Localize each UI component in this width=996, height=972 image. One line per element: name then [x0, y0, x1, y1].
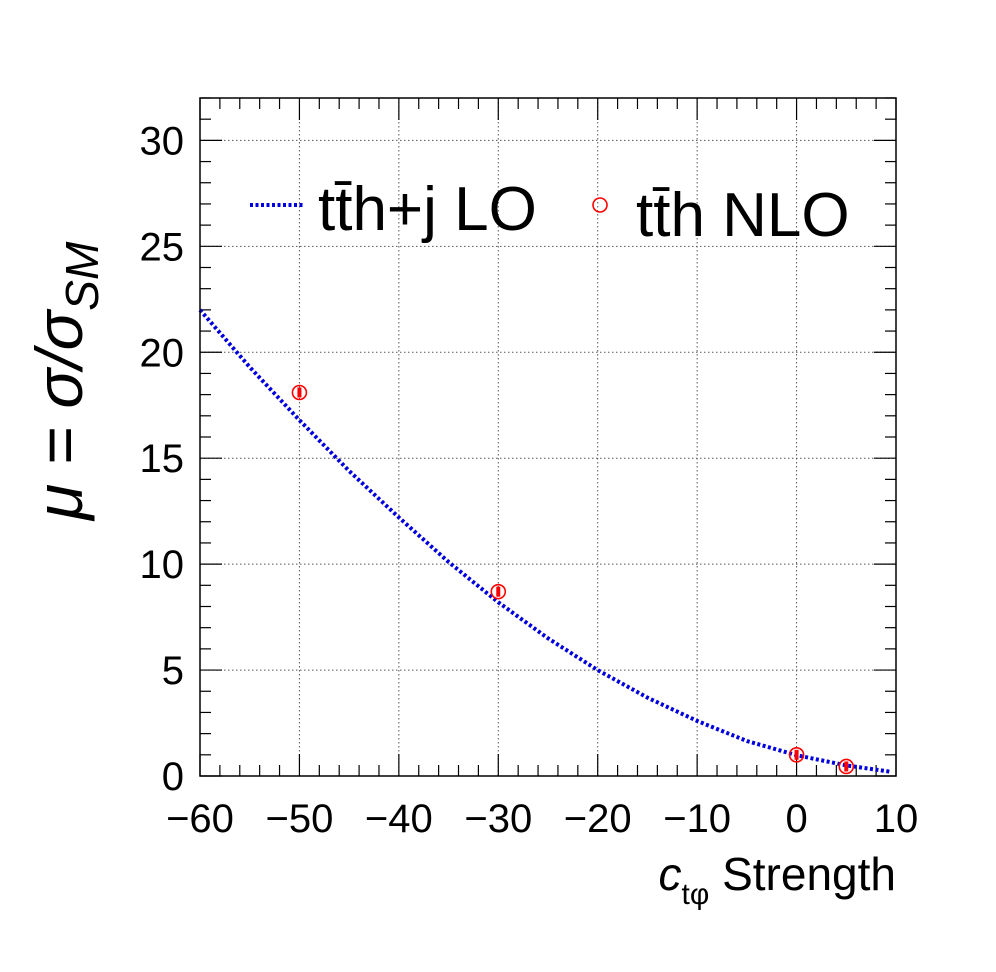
x-tick-label: −40 — [365, 797, 433, 841]
nlo-point — [490, 583, 507, 600]
y-tick-label: 15 — [140, 437, 185, 481]
tick-labels: −60 −50 −40 −30 −20 −10 0 10 0 5 10 15 20 25 30 — [140, 119, 919, 841]
legend-lo-label: tt̄h+j LO — [318, 175, 537, 244]
series-layer — [198, 308, 892, 775]
legend: tt̄h+j LO tt̄h NLO — [250, 175, 850, 250]
legend-nlo-label: tt̄h NLO — [636, 181, 850, 250]
legend-nlo-swatch — [592, 197, 608, 213]
y-tick-label: 5 — [162, 649, 184, 693]
x-tick-label: −20 — [564, 797, 632, 841]
y-tick-label: 25 — [140, 225, 185, 269]
x-tick-label: −10 — [663, 797, 731, 841]
x-tick-label: 0 — [785, 797, 807, 841]
nlo-point — [788, 747, 805, 763]
nlo-point — [838, 758, 855, 775]
y-axis-title-sub: SM — [56, 241, 108, 311]
x-axis-title-sub: tφ — [682, 878, 710, 911]
x-axis-title-main: c — [659, 848, 682, 900]
x-axis-title: ctφ Strength — [659, 848, 896, 911]
x-tick-label: −30 — [464, 797, 532, 841]
y-axis-title: μ = σ/σSM — [22, 241, 108, 522]
x-tick-label: −60 — [166, 797, 234, 841]
x-axis-title-suffix: Strength — [709, 848, 896, 900]
y-tick-label: 0 — [162, 755, 184, 799]
x-tick-label: 10 — [874, 797, 919, 841]
lo-curve — [198, 308, 892, 774]
y-tick-label: 30 — [140, 119, 185, 163]
x-tick-label: −50 — [265, 797, 333, 841]
y-tick-label: 20 — [140, 331, 185, 375]
nlo-point — [291, 384, 308, 401]
y-axis-title-lead: μ = σ/σ — [22, 308, 96, 522]
y-tick-label: 10 — [140, 543, 185, 587]
plot-frame — [199, 97, 897, 777]
